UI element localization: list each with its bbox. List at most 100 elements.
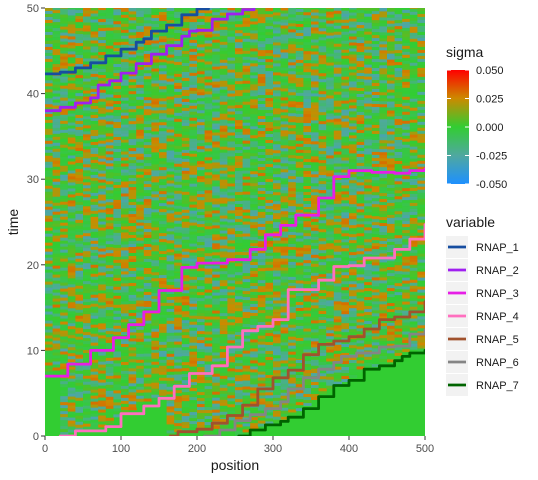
heatmap-cell [303, 360, 312, 365]
heatmap-cell [98, 290, 107, 294]
heatmap-cell [197, 31, 206, 36]
heatmap-cell [197, 15, 206, 19]
heatmap-cell [166, 81, 175, 85]
heatmap-cell [113, 166, 122, 170]
heatmap-cell [204, 367, 213, 369]
heatmap-cell [60, 50, 69, 54]
heatmap-cell [90, 123, 99, 127]
heatmap-cell [265, 97, 274, 102]
heatmap-cell [98, 263, 107, 267]
heatmap-cell [303, 185, 312, 190]
heatmap-cell [83, 10, 92, 14]
heatmap-cell [295, 137, 304, 141]
heatmap-cell [181, 418, 190, 423]
heatmap-cell [227, 123, 236, 127]
heatmap-cell [181, 68, 190, 72]
heatmap-cell [52, 325, 61, 329]
heatmap-cell [113, 154, 122, 158]
heatmap-cell [204, 112, 213, 116]
heatmap-cell [128, 162, 137, 167]
heatmap-cell [98, 373, 107, 377]
heatmap-cell [303, 298, 312, 302]
heatmap-cell [295, 250, 304, 254]
heatmap-cell [311, 149, 320, 154]
heatmap-cell [235, 316, 244, 321]
heatmap-cell [204, 228, 213, 233]
heatmap-cell [159, 145, 168, 150]
heatmap-cell [235, 230, 244, 234]
heatmap-cell [303, 334, 312, 338]
heatmap-cell [197, 247, 206, 252]
heatmap-cell [166, 108, 175, 112]
heatmap-cell [159, 308, 168, 312]
heatmap-cell [189, 234, 198, 238]
heatmap-cell [151, 181, 160, 186]
heatmap-cell [235, 152, 244, 157]
heatmap-cell [303, 53, 312, 58]
heatmap-cell [250, 107, 259, 112]
heatmap-cell [136, 31, 145, 35]
heatmap-cell [75, 339, 84, 343]
heatmap-cell [143, 31, 152, 36]
heatmap-cell [98, 245, 107, 249]
heatmap-cell [121, 112, 130, 116]
heatmap-cell [83, 226, 92, 231]
heatmap-cell [242, 308, 251, 313]
heatmap-cell [280, 383, 289, 387]
heatmap-cell [159, 163, 168, 168]
heatmap-cell [181, 125, 190, 129]
heatmap-cell [219, 20, 228, 24]
heatmap-cell [197, 184, 206, 189]
heatmap-cell [90, 303, 99, 307]
heatmap-cell [204, 361, 213, 365]
heatmap-cell [174, 217, 183, 221]
heatmap-cell [235, 10, 244, 13]
heatmap-cell [83, 253, 92, 258]
heatmap-cell [83, 408, 92, 412]
heatmap-cell [189, 339, 198, 343]
heatmap-cell [121, 214, 130, 218]
heatmap-cell [121, 238, 130, 242]
heatmap-cell [311, 125, 320, 130]
heatmap-cell [265, 220, 274, 224]
heatmap-cell [166, 266, 175, 271]
heatmap-cell [204, 37, 213, 41]
heatmap-cell [303, 152, 312, 157]
heatmap-cell [128, 150, 137, 155]
heatmap-cell [75, 321, 84, 325]
heatmap-cell [75, 33, 84, 38]
heatmap-cell [250, 378, 259, 382]
heatmap-cell [204, 100, 213, 104]
heatmap-cell [212, 391, 221, 395]
heatmap-cell [151, 322, 160, 326]
heatmap-cell [159, 311, 168, 315]
heatmap-cell [189, 195, 198, 199]
heatmap-cell [113, 301, 122, 305]
heatmap-cell [197, 103, 206, 108]
heatmap-cell [143, 34, 152, 37]
heatmap-cell [151, 143, 160, 147]
heatmap-cell [204, 18, 213, 23]
heatmap-cell [288, 13, 297, 18]
heatmap-cell [197, 139, 206, 144]
heatmap-cell [166, 84, 175, 88]
heatmap-cell [105, 309, 114, 314]
heatmap-cell [166, 19, 175, 23]
heatmap-cell [197, 202, 206, 207]
heatmap-cell [151, 244, 160, 249]
heatmap-cell [273, 30, 282, 34]
heatmap-cell [242, 359, 251, 363]
heatmap-cell [219, 336, 228, 341]
heatmap-cell [174, 353, 183, 357]
heatmap-cell [181, 38, 190, 42]
heatmap-cell [166, 359, 175, 363]
heatmap-cell [265, 421, 274, 425]
heatmap-cell [159, 124, 168, 129]
heatmap-cell [311, 116, 320, 121]
heatmap-cell [45, 91, 54, 96]
heatmap-cell [212, 30, 221, 34]
heatmap-cell [151, 131, 160, 135]
heatmap-cell [212, 379, 221, 383]
heatmap-cell [189, 81, 198, 85]
heatmap-cell [75, 333, 84, 337]
